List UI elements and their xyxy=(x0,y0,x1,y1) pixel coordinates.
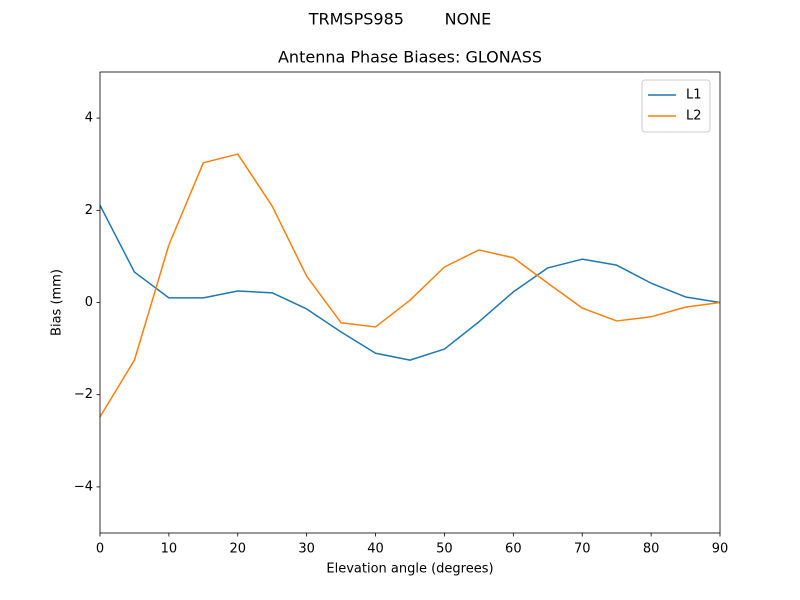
x-tick-label: 0 xyxy=(96,542,104,557)
y-axis-label: Bias (mm) xyxy=(50,269,65,336)
line-series xyxy=(99,204,721,361)
x-tick-label: 60 xyxy=(505,542,522,557)
suptitle: TRMSPS985 NONE xyxy=(308,10,492,29)
x-tick-label: 30 xyxy=(298,542,315,557)
x-tick-label: 50 xyxy=(436,542,453,557)
y-tick-label: −4 xyxy=(74,479,93,494)
legend-label: L1 xyxy=(686,88,702,103)
chart-title: Antenna Phase Biases: GLONASS xyxy=(278,48,542,67)
x-tick-label: 40 xyxy=(367,542,384,557)
line-series xyxy=(99,153,721,418)
y-tick-label: 4 xyxy=(85,111,93,126)
legend-box xyxy=(641,79,711,133)
y-tick-label: 0 xyxy=(85,295,93,310)
x-tick-label: 90 xyxy=(712,542,729,557)
x-tick-label: 70 xyxy=(574,542,591,557)
legend-label: L2 xyxy=(686,109,702,124)
x-tick-label: 20 xyxy=(230,542,247,557)
plot-frame xyxy=(99,71,721,534)
x-axis-label: Elevation angle (degrees) xyxy=(326,562,493,577)
x-tick-label: 80 xyxy=(643,542,660,557)
x-tick-label: 10 xyxy=(161,542,178,557)
y-tick-label: −2 xyxy=(74,387,93,402)
y-tick-label: 2 xyxy=(85,203,93,218)
